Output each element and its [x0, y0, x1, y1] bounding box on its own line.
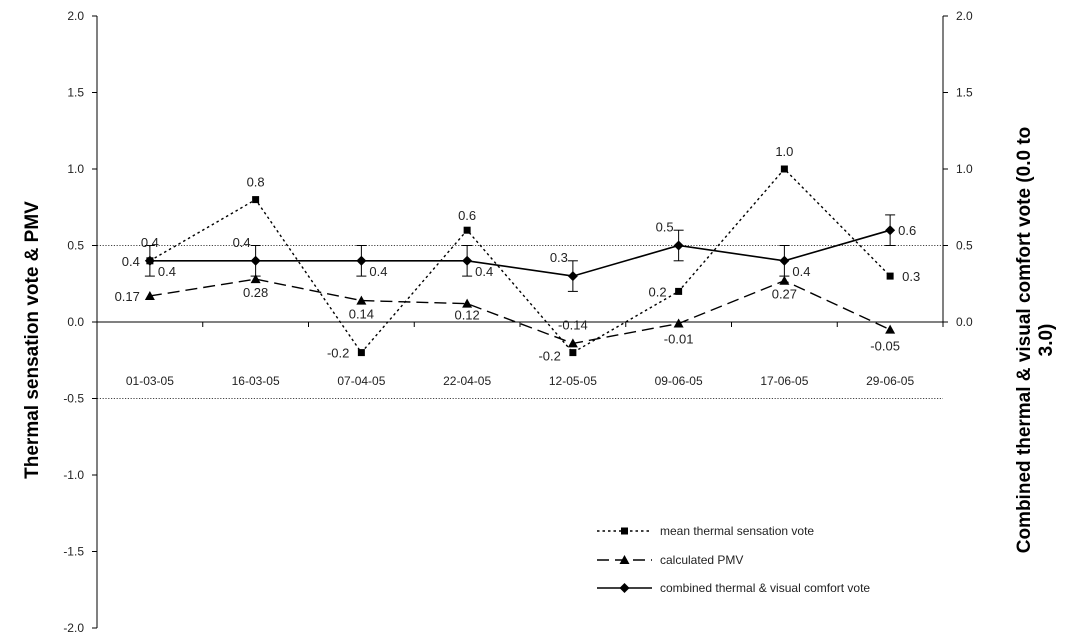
pmv-point: [462, 298, 473, 308]
right-tick-label: 1.0: [956, 162, 973, 176]
thermal-vote-label: -0.2: [327, 346, 349, 361]
combined-vote-label: 0.3: [550, 250, 568, 265]
x-tick-label: 22-04-05: [443, 374, 491, 388]
pmv-label: -0.05: [870, 339, 900, 354]
thermal-vote-label: 0.2: [649, 284, 667, 299]
left-tick-label: -1.5: [63, 545, 84, 559]
combined-vote-point: [779, 255, 790, 266]
right-tick-label: 1.5: [956, 86, 973, 100]
legend-swatch-marker: [621, 527, 628, 535]
combined-vote-point: [144, 255, 155, 266]
left-tick-label: 1.5: [67, 86, 84, 100]
combined-vote-label: 0.4: [158, 264, 176, 279]
combined-vote-point: [567, 271, 578, 282]
thermal-vote-point: [675, 287, 683, 295]
thermal-vote-label: -0.2: [538, 349, 560, 364]
thermal-vote-point: [569, 349, 577, 357]
series-line-combined-vote: [149, 229, 891, 277]
combined-vote-label: 0.4: [792, 264, 810, 279]
combined-vote-point: [673, 240, 684, 251]
pmv-label: -0.14: [558, 317, 588, 332]
thermal-vote-point: [357, 349, 365, 357]
thermal-vote-label: 0.8: [247, 175, 265, 190]
right-tick-label: 0.5: [956, 239, 973, 253]
combined-vote-point: [250, 255, 261, 266]
pmv-point: [885, 324, 896, 334]
reference-lines: [97, 245, 943, 399]
x-tick-label: 01-03-05: [126, 374, 174, 388]
thermal-vote-label: 1.0: [775, 144, 793, 159]
legend: mean thermal sensation vote calculated PM…: [597, 524, 870, 595]
combined-vote-label: 0.4: [369, 264, 387, 279]
pmv-label: 0.14: [349, 307, 374, 322]
x-tick-label: 12-05-05: [549, 374, 597, 388]
pmv-label: 0.12: [454, 308, 479, 323]
combined-vote-point: [885, 225, 896, 236]
legend-swatch-marker: [619, 555, 630, 564]
legend-label: combined thermal & visual comfort vote: [660, 581, 870, 595]
left-axis-title: Thermal sensation vote & PMV: [22, 201, 43, 479]
pmv-point: [567, 338, 578, 348]
left-tick-label: 2.0: [67, 9, 84, 23]
combined-vote-label: 0.4: [475, 264, 493, 279]
left-tick-label: -0.5: [63, 392, 84, 406]
legend-label: mean thermal sensation vote: [660, 524, 814, 538]
right-axis-title-line2: 3.0): [1036, 324, 1057, 357]
pmv-label: 0.17: [115, 289, 140, 304]
pmv-label: 0.27: [772, 287, 797, 302]
thermal-vote-label: 0.6: [458, 208, 476, 223]
x-tick-label: 17-06-05: [760, 374, 808, 388]
right-tick-label: 2.0: [956, 9, 973, 23]
x-tick-label: 09-06-05: [655, 374, 703, 388]
left-tick-label: -1.0: [63, 468, 84, 482]
x-tick-label: 07-04-05: [337, 374, 385, 388]
x-tick-label: 29-06-05: [866, 374, 914, 388]
thermal-vote-point: [463, 226, 471, 234]
series: [144, 165, 896, 357]
thermal-vote-point: [252, 196, 260, 204]
combined-vote-label: 0.4: [233, 235, 251, 250]
tick-labels: 2.0 1.5 1.0 0.5 0.0 -0.5 -1.0 -1.5 -2.0 2.0 1.5 1.0…: [63, 9, 973, 635]
pmv-point: [250, 274, 261, 284]
left-tick-label: 1.0: [67, 162, 84, 176]
thermal-vote-label: 0.3: [902, 269, 920, 284]
left-tick-label: 0.0: [67, 315, 84, 329]
combined-vote-point: [462, 255, 473, 266]
right-tick-label: 0.0: [956, 315, 973, 329]
pmv-label: 0.28: [243, 285, 268, 300]
x-tick-label: 16-03-05: [232, 374, 280, 388]
series-line-pmv: [149, 278, 891, 345]
legend-swatch-marker: [619, 583, 630, 593]
thermal-vote-point: [780, 165, 788, 173]
pmv-point: [779, 275, 790, 285]
right-axis-title-line1: Combined thermal & visual comfort vote (…: [1014, 127, 1035, 554]
pmv-label: -0.01: [664, 332, 694, 347]
axes: [92, 15, 948, 629]
thermal-vote-point: [886, 272, 894, 280]
series-line-thermal-vote: [149, 167, 891, 354]
combined-vote-point: [356, 255, 367, 266]
left-tick-label: 0.5: [67, 239, 84, 253]
pmv-point: [673, 318, 684, 328]
pmv-point: [356, 295, 367, 305]
combined-vote-label: 0.4: [141, 235, 159, 250]
combined-vote-label: 0.6: [898, 223, 916, 238]
legend-label: calculated PMV: [660, 553, 743, 567]
thermal-vote-label: 0.4: [122, 254, 140, 269]
pmv-point: [144, 290, 155, 300]
left-tick-label: -2.0: [63, 621, 84, 635]
combined-vote-label: 0.5: [656, 220, 674, 235]
data-labels: 0.4 0.8 -0.2 0.6 -0.2 0.2 1.0 0.3 0.17 0.28 0.14 0.…: [115, 144, 921, 364]
